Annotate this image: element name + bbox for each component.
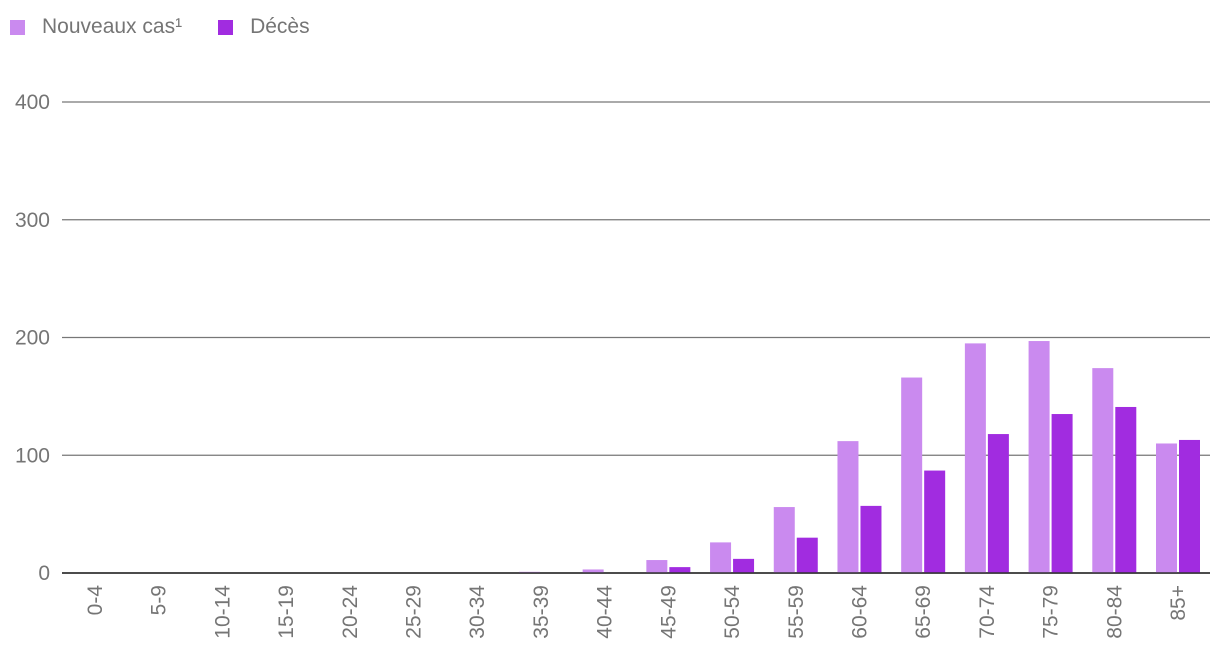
x-tick-label: 10-14 [211, 585, 234, 639]
axis-layer: 0 100 200 300 400 0-4 5-9 10-14 15-19 20-24 25-29 3… [15, 91, 1210, 639]
bar-deces-80-84[interactable] [1115, 406, 1137, 573]
bar-nouveaux-cas-50-54[interactable] [710, 542, 732, 573]
y-tick-label: 300 [15, 209, 50, 232]
x-tick-label: 60-64 [848, 585, 871, 639]
legend-label-deces: Décès [250, 15, 310, 38]
x-tick-label: 80-84 [1103, 585, 1126, 639]
bar-nouveaux-cas-65-69[interactable] [901, 377, 923, 573]
bar-nouveaux-cas-45-49[interactable] [646, 560, 668, 573]
bar-deces-50-54[interactable] [733, 558, 755, 573]
bar-deces-45-49[interactable] [669, 567, 691, 573]
x-tick-label: 20-24 [339, 585, 362, 639]
legend: Nouveaux cas¹ Décès [10, 12, 346, 42]
x-tick-label: 30-34 [466, 585, 489, 639]
x-tick-label: 45-49 [657, 585, 680, 639]
x-tick-label: 0-4 [84, 585, 107, 616]
x-tick-label: 75-79 [1040, 585, 1063, 639]
y-tick-label: 400 [15, 91, 50, 114]
bar-nouveaux-cas-55-59[interactable] [773, 507, 795, 573]
y-tick-label: 200 [15, 327, 50, 350]
bar-nouveaux-cas-60-64[interactable] [837, 441, 859, 573]
x-tick-label: 50-54 [721, 585, 744, 639]
bar-deces-65-69[interactable] [924, 470, 946, 573]
bar-nouveaux-cas-80-84[interactable] [1092, 368, 1114, 573]
grid-layer [62, 101, 1210, 574]
legend-swatch-nouveaux-cas [10, 19, 25, 35]
x-tick-label: 5-9 [148, 585, 171, 615]
x-tick-label: 40-44 [594, 585, 617, 639]
x-tick-label: 25-29 [403, 585, 426, 639]
y-tick-label: 100 [15, 444, 50, 467]
x-tick-label: 35-39 [530, 585, 553, 639]
bar-nouveaux-cas-40-44[interactable] [582, 569, 604, 573]
bar-nouveaux-cas-75-79[interactable] [1028, 341, 1050, 573]
legend-item-nouveaux-cas[interactable]: Nouveaux cas¹ [10, 15, 182, 39]
legend-swatch-deces [218, 19, 234, 35]
bar-deces-55-59[interactable] [796, 537, 818, 573]
x-tick-label: 15-19 [275, 585, 298, 639]
bar-nouveaux-cas-70-74[interactable] [964, 343, 986, 573]
legend-label-nouveaux-cas: Nouveaux cas¹ [42, 15, 183, 38]
bars-layer [518, 341, 1200, 573]
legend-item-deces[interactable]: Décès [218, 15, 310, 39]
x-tick-label: 70-74 [976, 585, 999, 639]
x-tick-label: 85+ [1167, 585, 1190, 621]
bar-deces-85+[interactable] [1179, 439, 1200, 573]
bar-deces-60-64[interactable] [860, 505, 882, 573]
bar-deces-75-79[interactable] [1051, 414, 1073, 573]
bar-deces-70-74[interactable] [987, 434, 1009, 573]
bar-nouveaux-cas-85+[interactable] [1156, 443, 1177, 573]
x-tick-label: 55-59 [785, 585, 808, 639]
y-tick-label: 0 [38, 562, 50, 585]
x-tick-label: 65-69 [912, 585, 935, 639]
